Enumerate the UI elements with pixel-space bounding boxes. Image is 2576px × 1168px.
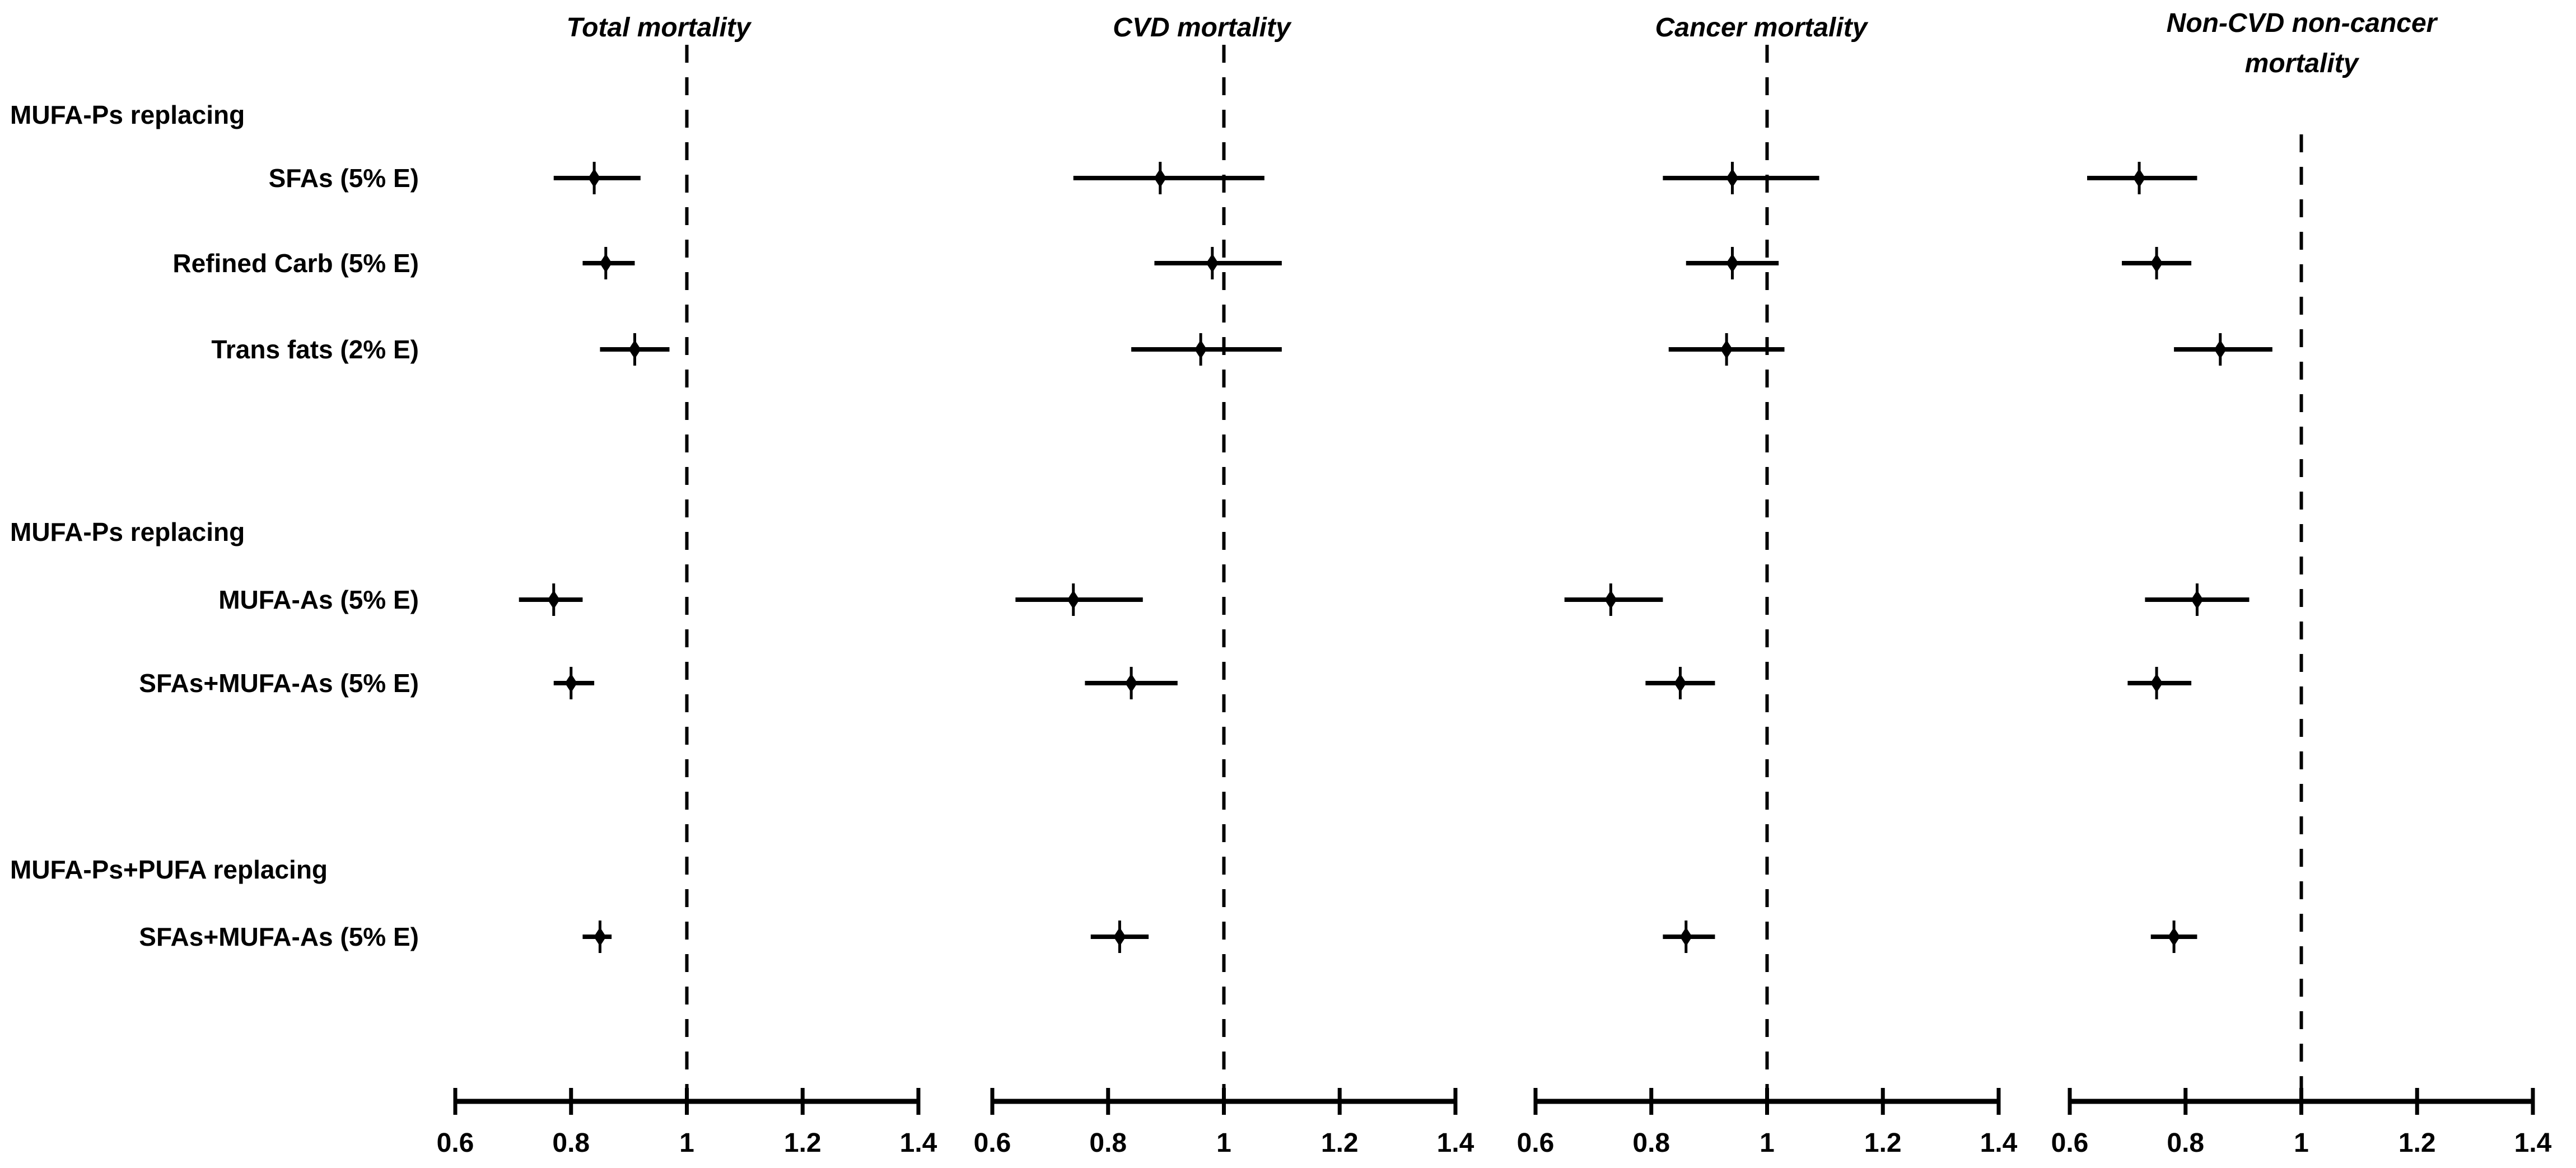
axis-tick-label: 0.6 <box>2051 1128 2089 1158</box>
point-estimate-diamond <box>1679 927 1692 946</box>
axis-tick-label: 1.2 <box>1320 1128 1359 1158</box>
point-estimate-diamond <box>1726 254 1739 273</box>
point-estimate-diamond <box>1067 590 1080 609</box>
row-label: Trans fats (2% E) <box>211 335 419 364</box>
point-estimate-diamond <box>2191 590 2204 609</box>
axis-tick-label: 1 <box>1760 1128 1775 1158</box>
row-group-header: MUFA-Ps replacing <box>10 517 245 546</box>
point-estimate-diamond <box>628 340 641 359</box>
axis-tick-label: 1.2 <box>2398 1128 2436 1158</box>
point-estimate-diamond <box>1194 340 1207 359</box>
row-label: Refined Carb (5% E) <box>172 249 419 278</box>
panel-title: Non-CVD non-cancer mortality <box>2166 8 2437 78</box>
panel-title: Cancer mortality <box>1655 13 1868 43</box>
axis-tick-label: 1 <box>679 1128 694 1158</box>
point-estimate-diamond <box>2150 254 2163 273</box>
axis-tick-label: 1.2 <box>783 1128 822 1158</box>
point-estimate-diamond <box>564 674 577 693</box>
axis-tick-label: 1 <box>1216 1128 1231 1158</box>
point-estimate-diamond <box>2168 927 2181 946</box>
axis-tick-label: 0.6 <box>1516 1128 1555 1158</box>
point-estimate-diamond <box>1125 674 1138 693</box>
point-estimate-diamond <box>2150 674 2163 693</box>
point-estimate-diamond <box>1113 927 1126 946</box>
point-estimate-diamond <box>1726 169 1739 188</box>
axis-tick-label: 1.4 <box>1436 1128 1474 1158</box>
point-estimate-diamond <box>599 254 612 273</box>
row-group-header: MUFA-Ps replacing <box>10 100 245 129</box>
axis-tick-label: 0.8 <box>1089 1128 1127 1158</box>
axis-tick-label: 1.2 <box>1864 1128 1902 1158</box>
row-group-header: MUFA-Ps+PUFA replacing <box>10 855 328 884</box>
axis-tick-label: 1.4 <box>2514 1128 2552 1158</box>
point-estimate-diamond <box>1604 590 1617 609</box>
row-label: SFAs+MUFA-As (5% E) <box>139 922 419 951</box>
axis-tick-label: 0.8 <box>1632 1128 1670 1158</box>
row-label: SFAs+MUFA-As (5% E) <box>139 669 419 698</box>
point-estimate-diamond <box>2214 340 2227 359</box>
point-estimate-diamond <box>1154 169 1166 188</box>
panel-title: Total mortality <box>566 13 751 43</box>
point-estimate-diamond <box>547 590 560 609</box>
row-label: MUFA-As (5% E) <box>218 585 419 614</box>
axis-tick-label: 0.6 <box>436 1128 474 1158</box>
axis-tick-label: 0.6 <box>973 1128 1011 1158</box>
point-estimate-diamond <box>2133 169 2146 188</box>
point-estimate-diamond <box>588 169 601 188</box>
axis-tick-label: 1.4 <box>1980 1128 2018 1158</box>
point-estimate-diamond <box>1206 254 1219 273</box>
point-estimate-diamond <box>594 927 606 946</box>
axis-tick-label: 1.4 <box>899 1128 937 1158</box>
axis-tick-label: 1 <box>2294 1128 2309 1158</box>
panel-title: CVD mortality <box>1113 13 1291 43</box>
axis-tick-label: 0.8 <box>552 1128 590 1158</box>
point-estimate-diamond <box>1674 674 1687 693</box>
axis-tick-label: 0.8 <box>2167 1128 2205 1158</box>
point-estimate-diamond <box>1720 340 1733 359</box>
row-label: SFAs (5% E) <box>268 163 419 193</box>
